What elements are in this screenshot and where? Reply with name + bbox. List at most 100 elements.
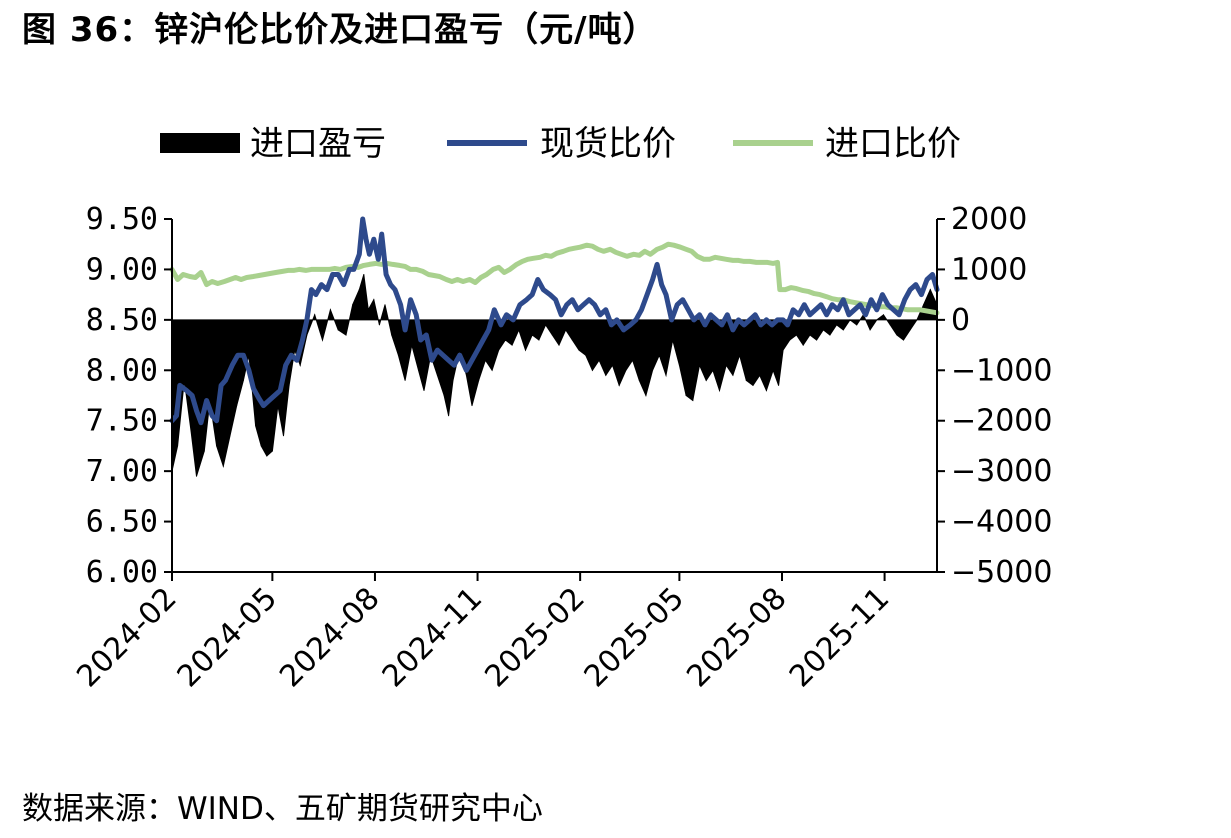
import-ratio-point (503, 272, 505, 273)
spot-ratio-point (881, 294, 883, 296)
spot-ratio-point (365, 238, 367, 240)
spot-ratio-point (848, 314, 850, 316)
import-pl-point (363, 274, 365, 275)
import-pl-point (929, 289, 931, 291)
import-pl-point (802, 344, 804, 346)
import-pl-point (856, 324, 858, 326)
spot-ratio-point (493, 309, 495, 311)
x-tick-label: 2024-08 (273, 581, 386, 694)
spot-ratio-point (381, 233, 383, 235)
import-ratio-point (451, 281, 453, 282)
spot-ratio-point (471, 359, 473, 361)
legend-label-import-pl: 进口盈亏 (250, 124, 386, 164)
spot-ratio-point (792, 309, 794, 311)
spot-ratio-point (699, 314, 700, 316)
spot-ratio-point (765, 319, 767, 321)
spot-ratio-point (749, 319, 751, 321)
right-tick-label: −4000 (951, 505, 1052, 540)
import-ratio-point (545, 254, 547, 256)
import-ratio-point (667, 243, 669, 245)
spot-ratio-point (754, 314, 756, 316)
import-ratio-point (603, 250, 605, 252)
import-pl-point (778, 384, 780, 386)
import-ratio-point (345, 266, 347, 268)
spot-ratio-point (459, 354, 461, 356)
spot-ratio-point (506, 314, 507, 316)
import-pl-point (705, 379, 707, 381)
spot-ratio-point (262, 405, 264, 407)
spot-ratio-point (385, 274, 387, 275)
import-ratio-point (703, 258, 705, 260)
legend-item-import-pl: 进口盈亏 (160, 124, 386, 164)
import-ratio-point (638, 254, 640, 256)
import-ratio-point (819, 294, 821, 296)
import-pl-point (345, 334, 347, 336)
spot-ratio-point (519, 304, 521, 306)
import-pl-point (869, 329, 871, 331)
import-pl-point (452, 379, 454, 381)
import-ratio-point (767, 261, 768, 263)
import-ratio-point (516, 263, 518, 265)
import-pl-point (229, 435, 231, 437)
import-ratio-point (796, 288, 797, 290)
import-pl-point (645, 395, 647, 396)
x-tick-label: 2025-08 (680, 581, 793, 694)
spot-ratio-point (803, 304, 805, 306)
import-pl-point (236, 405, 238, 407)
spot-ratio-point (909, 289, 911, 291)
import-ratio-point (855, 302, 857, 304)
import-pl-point (491, 369, 493, 371)
import-ratio-point (777, 261, 778, 263)
import-ratio-point (550, 255, 552, 257)
import-pl-point (909, 329, 911, 331)
import-pl-point (903, 339, 904, 341)
spot-ratio-point (176, 415, 177, 417)
legend-item-import-ratio: 进口比价 (733, 124, 961, 164)
spot-ratio-point (258, 398, 260, 399)
import-pl-point (504, 339, 506, 341)
spot-ratio-point (482, 339, 484, 341)
import-ratio-point (269, 273, 271, 274)
import-pl-point (632, 359, 634, 361)
spot-ratio-point (837, 309, 839, 311)
right-tick-label: 0 (951, 303, 970, 338)
import-pl-point (511, 344, 513, 346)
right-tick-label: −1000 (951, 353, 1052, 388)
legend-label-spot-ratio: 现货比价 (540, 124, 676, 164)
spot-ratio-point (904, 299, 906, 301)
spot-ratio-point (710, 314, 712, 316)
import-ratio-point (381, 263, 383, 265)
left-tick-label: 8.00 (86, 353, 158, 388)
import-pl-point (322, 339, 323, 341)
spot-ratio-point (410, 299, 412, 301)
import-pl-point (459, 349, 461, 351)
import-pl-point (692, 400, 694, 401)
import-ratio-point (527, 258, 529, 260)
spot-ratio-point (196, 410, 197, 412)
import-ratio-point (802, 290, 804, 292)
import-ratio-point (831, 298, 833, 300)
import-ratio-point (691, 250, 693, 252)
import-pl-point (699, 364, 700, 366)
import-ratio-point (884, 306, 886, 308)
import-ratio-point (410, 268, 412, 270)
x-tick-label: 2024-05 (171, 581, 284, 694)
spot-ratio-point (605, 309, 607, 311)
import-pl-point (367, 309, 369, 311)
import-pl-point (484, 359, 486, 361)
import-ratio-point (223, 281, 225, 282)
spot-ratio-point (420, 339, 422, 341)
legend: 进口盈亏 现货比价 进口比价 (160, 124, 961, 164)
spot-ratio-point (231, 364, 233, 366)
import-ratio-point (749, 260, 751, 262)
import-pl-point (605, 374, 607, 376)
import-ratio-point (532, 257, 534, 259)
import-pl-point (373, 299, 375, 301)
x-tick-label: 2024-02 (70, 581, 183, 694)
spot-ratio-point (610, 324, 612, 326)
import-pl-point (876, 319, 878, 321)
import-pl-point (618, 384, 620, 386)
import-pl-point (423, 390, 425, 391)
spot-ratio-point (362, 218, 364, 220)
import-pl-point (558, 344, 560, 346)
